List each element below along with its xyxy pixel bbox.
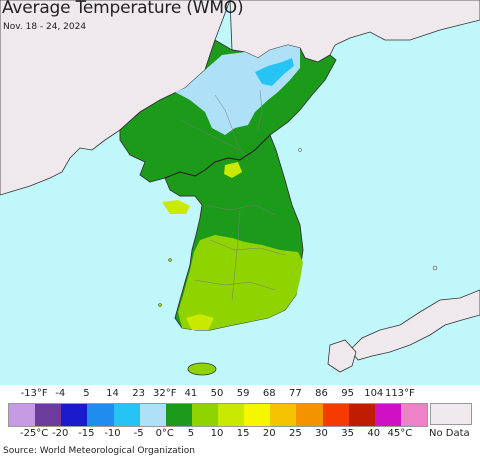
legend-tick-label: -13°F <box>20 388 48 399</box>
legend-tick-label: 86 <box>315 388 328 399</box>
temperature-map <box>0 0 480 385</box>
legend-tick-label: 32°F <box>153 388 177 399</box>
legend-no-data-label: No Data <box>429 428 470 439</box>
legend-tick-label: -10 <box>104 428 121 439</box>
legend-color-bar <box>8 403 428 427</box>
japan-kyushu <box>327 339 357 373</box>
legend-tick-label: 77 <box>289 388 302 399</box>
legend-fahrenheit-labels: -13°F -4 5 14 23 32°F 41 50 59 68 77 86 95 104 113°F <box>0 388 480 402</box>
legend-tick-label: 20 <box>262 428 276 439</box>
legend-swatch <box>165 404 192 426</box>
legend-swatch <box>61 404 88 426</box>
legend-tick-label: 25 <box>289 428 302 439</box>
legend-tick-label: 40 <box>367 428 381 439</box>
island <box>158 303 162 307</box>
island <box>298 148 302 152</box>
legend-tick-label: 41 <box>184 388 198 399</box>
legend-tick-label: 113°F <box>384 388 415 399</box>
legend-tick-label: 14 <box>106 388 119 399</box>
legend-tick-label: 45°C <box>387 428 413 439</box>
legend-tick-label: 5 <box>187 428 195 439</box>
legend-tick-label: 23 <box>132 388 145 399</box>
legend-swatch <box>322 404 349 426</box>
legend-tick-label: 104 <box>364 388 384 399</box>
province-boundaries <box>179 89 286 301</box>
map-title: Average Temperature (WMO) <box>2 0 244 18</box>
inter-korean-border <box>164 134 271 179</box>
source-credit: Source: World Meteorological Organizatio… <box>3 446 195 456</box>
island <box>168 258 172 262</box>
legend-tick-label: 10 <box>210 428 224 439</box>
legend-tick-label: 0°C <box>155 428 174 439</box>
legend-swatch <box>400 404 427 426</box>
map-date-range: Nov. 18 - 24, 2024 <box>3 22 87 32</box>
legend-swatch <box>244 404 271 426</box>
legend-tick-label: -20 <box>52 428 69 439</box>
legend-tick-label: 59 <box>236 388 250 399</box>
legend-tick-label: 68 <box>262 388 276 399</box>
japan-landmass <box>349 289 480 361</box>
legend-tick-label: -4 <box>55 388 66 399</box>
legend-swatch <box>296 404 323 426</box>
legend-tick-label: -25°C <box>19 428 49 439</box>
legend-swatch <box>348 404 375 426</box>
legend-tick-label: 35 <box>341 428 354 439</box>
legend-tick-label: 95 <box>341 388 354 399</box>
legend-tick-label: -15 <box>78 428 95 439</box>
legend-swatch <box>270 404 297 426</box>
legend-swatch <box>139 404 166 426</box>
island <box>432 265 438 271</box>
legend-swatch <box>9 404 36 426</box>
jeju-island <box>187 362 217 376</box>
north-korea-very-cold-zone <box>255 58 294 86</box>
legend-tick-label: 30 <box>315 428 328 439</box>
legend-tick-label: 5 <box>83 388 90 399</box>
legend-celsius-labels: -25°C -20 -15 -10 -5 0°C 5 10 15 20 25 30 35 40 45°C <box>0 428 480 442</box>
legend-swatch <box>218 404 245 426</box>
legend-tick-label: -5 <box>133 428 144 439</box>
legend-no-data-swatch <box>430 403 472 425</box>
legend-swatch <box>35 404 62 426</box>
south-coast-warm-patch <box>186 314 214 330</box>
legend-swatch <box>374 404 401 426</box>
legend-tick-label: 15 <box>236 428 250 439</box>
west-coast-warm-patch <box>162 200 190 214</box>
coastal-warm-patch <box>224 162 242 178</box>
legend-tick-label: 50 <box>210 388 224 399</box>
legend-swatch <box>113 404 140 426</box>
south-korea-mild-zone <box>178 235 303 330</box>
legend-swatch <box>191 404 218 426</box>
legend-swatch <box>87 404 114 426</box>
